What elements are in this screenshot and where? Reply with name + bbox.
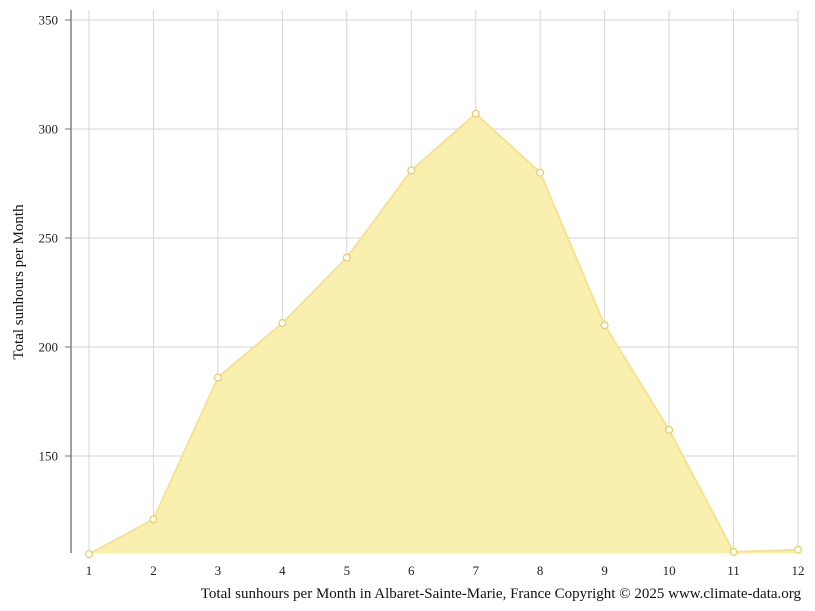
- x-tick-label-7: 7: [472, 563, 479, 578]
- data-point-8: [536, 168, 545, 177]
- data-point-9: [600, 321, 609, 330]
- data-point-3: [213, 373, 222, 382]
- y-tick-label-200: 200: [39, 340, 59, 355]
- y-tick-label-150: 150: [39, 449, 59, 464]
- data-point-2: [149, 515, 158, 524]
- x-tick-label-3: 3: [215, 563, 222, 578]
- x-tick-label-10: 10: [663, 563, 676, 578]
- x-tick-label-12: 12: [792, 563, 805, 578]
- x-axis-title: Total sunhours per Month in Albaret-Sain…: [201, 586, 802, 602]
- y-axis-ticks: 150 200 250 300 350: [39, 13, 71, 464]
- y-axis-title: Total sunhours per Month: [11, 204, 27, 360]
- y-tick-label-300: 300: [39, 122, 59, 137]
- x-tick-label-8: 8: [537, 563, 544, 578]
- sunhours-line: [88, 112, 799, 555]
- y-tick-label-350: 350: [39, 13, 59, 28]
- data-point-1: [84, 550, 93, 559]
- x-axis-ticks: 1 2 3 4 5 6 7 8 9 10 11 12: [86, 563, 805, 578]
- data-point-12: [793, 545, 802, 554]
- sunhours-area-fill: [89, 113, 798, 555]
- x-tick-label-5: 5: [344, 563, 351, 578]
- data-point-5: [342, 253, 351, 262]
- x-tick-label-6: 6: [408, 563, 415, 578]
- x-tick-label-1: 1: [86, 563, 93, 578]
- data-point-6: [407, 166, 416, 175]
- data-point-4: [278, 319, 287, 328]
- data-point-10: [665, 425, 674, 434]
- y-tick-label-250: 250: [39, 231, 59, 246]
- data-points: [84, 109, 802, 559]
- data-point-7: [471, 109, 480, 118]
- x-tick-label-11: 11: [727, 563, 740, 578]
- x-tick-label-2: 2: [150, 563, 157, 578]
- x-tick-label-4: 4: [279, 563, 286, 578]
- x-tick-label-9: 9: [601, 563, 608, 578]
- data-point-11: [729, 547, 738, 556]
